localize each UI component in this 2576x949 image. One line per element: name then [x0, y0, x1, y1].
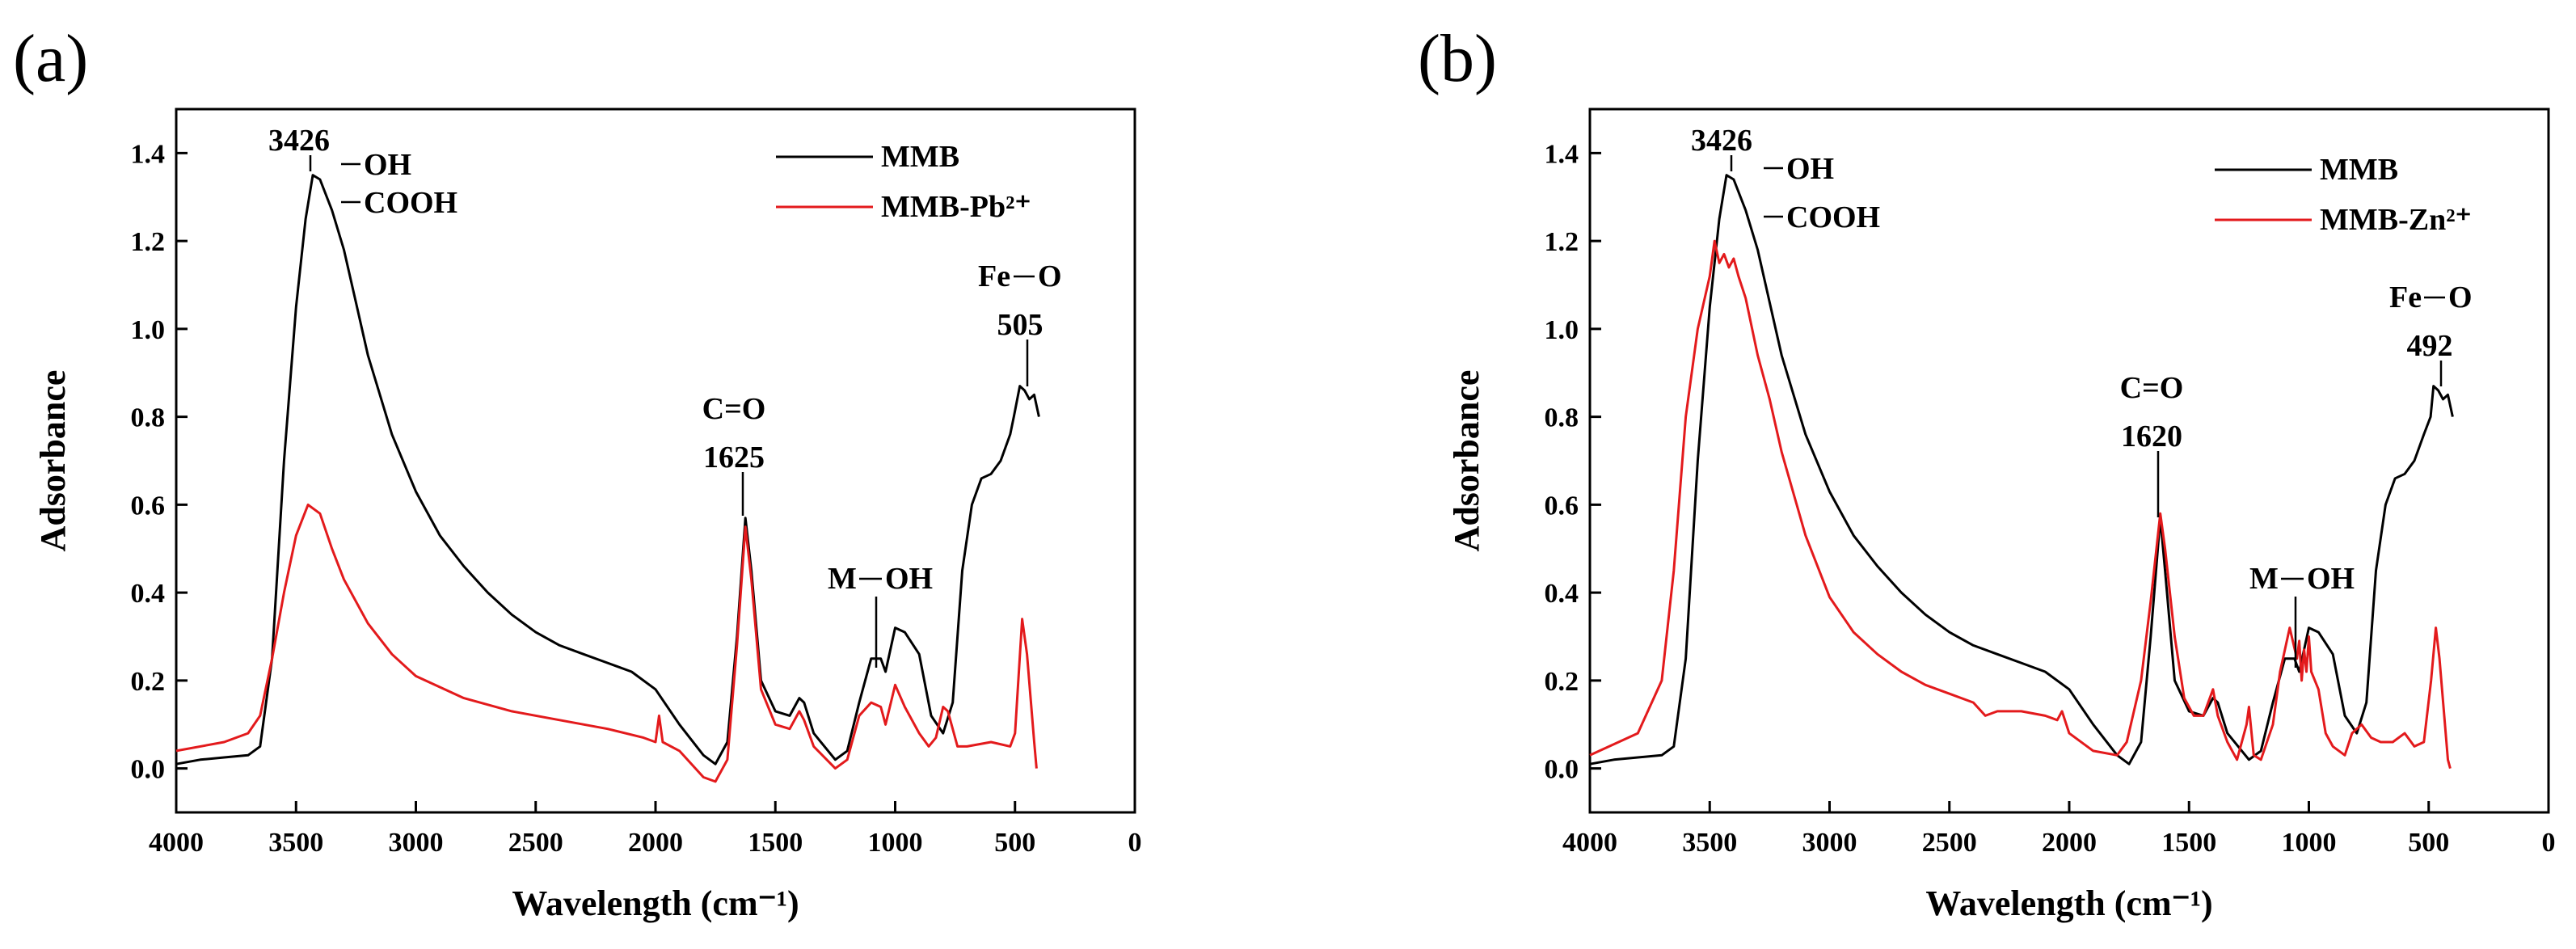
- panel-a-ann-m: M: [828, 562, 857, 596]
- panel-a-x-tick-label: 1500: [748, 828, 803, 858]
- panel-b-legend: MMB MMB-Zn²⁺: [2215, 153, 2472, 237]
- panel-a-ann-cooh: COOH: [364, 186, 457, 220]
- panel-a-annotations: 3426 OH COOH C=O 1625 M OH Fe O 505: [268, 124, 1062, 668]
- panel-a-series: [175, 174, 1040, 783]
- panel-a-series-line-mmb: [175, 174, 1040, 766]
- panel-a-y-tick-label: 0.6: [131, 491, 166, 521]
- panel-a-x-tick-label: 500: [994, 828, 1035, 858]
- panel-a-legend-label-pb: MMB-Pb²⁺: [881, 190, 1031, 224]
- panel-a: (a) 4000 3500 3000 2500 2000 1500 1000 500 0 0.0 0…: [13, 21, 1142, 923]
- panel-b-ann-m-oh: OH: [2307, 562, 2355, 596]
- panel-b-y-axis-title: Adsorbance: [1447, 370, 1486, 552]
- panel-a-ann-fe-o: O: [1038, 259, 1062, 293]
- panel-a-x-tick-label: 3500: [268, 828, 323, 858]
- panel-b-ann-1620: 1620: [2121, 420, 2182, 453]
- panel-b-series: [1589, 174, 2454, 769]
- panel-b-y-tick-label: 0.0: [1545, 755, 1579, 785]
- panel-a-legend-label-mmb: MMB: [881, 140, 959, 174]
- panel-b-x-tick-label: 2000: [2042, 828, 2097, 858]
- panel-a-ann-m-oh: OH: [885, 562, 933, 596]
- panel-a-ann-oh: OH: [364, 148, 411, 182]
- panel-a-ann-fe: Fe: [978, 259, 1010, 293]
- panel-b-y-tick-label: 0.4: [1545, 579, 1579, 609]
- panel-a-ann-3426: 3426: [268, 124, 330, 158]
- panel-a-y-tick-label: 0.8: [131, 403, 166, 433]
- panel-a-y-tick-label: 0.0: [131, 755, 166, 785]
- panel-b-y-tick-label: 1.4: [1545, 139, 1579, 169]
- panel-b-y-tick-label: 0.6: [1545, 491, 1579, 521]
- panel-b-annotations: 3426 OH COOH C=O 1620 M OH Fe O 492: [1691, 124, 2473, 668]
- panel-b-legend-label-zn: MMB-Zn²⁺: [2320, 203, 2472, 237]
- panel-a-ann-1625: 1625: [703, 441, 765, 474]
- panel-b-y-tick-label: 0.8: [1545, 403, 1579, 433]
- panel-a-x-tick-label: 0: [1128, 828, 1142, 858]
- panel-a-ticks: 4000 3500 3000 2500 2000 1500 1000 500 0 0.0 0.2 0.…: [131, 139, 1142, 858]
- panel-a-x-axis-title: Wavelength (cm⁻¹): [512, 884, 799, 923]
- panel-a-y-tick-label: 1.0: [131, 315, 166, 345]
- panel-b-x-axis-title: Wavelength (cm⁻¹): [1925, 884, 2212, 923]
- panel-a-legend: MMB MMB-Pb²⁺: [776, 140, 1031, 224]
- panel-b-x-tick-label: 1500: [2161, 828, 2216, 858]
- panel-b-x-tick-label: 1000: [2282, 828, 2337, 858]
- panel-a-x-tick-label: 2500: [508, 828, 563, 858]
- panel-b-ann-m: M: [2249, 562, 2279, 596]
- panel-a-label: (a): [13, 21, 88, 96]
- panel-a-x-tick-label: 3000: [389, 828, 444, 858]
- panel-a-ann-co: C=O: [702, 392, 766, 426]
- panel-b-ann-fe: Fe: [2389, 280, 2422, 314]
- panel-a-y-tick-label: 1.2: [131, 227, 166, 257]
- panel-b-label: (b): [1418, 21, 1497, 96]
- panel-b-x-tick-label: 500: [2408, 828, 2449, 858]
- panel-a-ann-505: 505: [997, 308, 1043, 342]
- panel-b-x-tick-label: 0: [2542, 828, 2556, 858]
- panel-b: (b) 4000 3500 3000 2500 2000 1500 1000 500 0 0.0 0…: [1418, 21, 2556, 923]
- panel-b-x-tick-label: 3000: [1802, 828, 1857, 858]
- panel-b-series-line-mmb: [1589, 174, 2454, 766]
- panel-b-y-tick-label: 1.0: [1545, 315, 1579, 345]
- panel-b-y-tick-label: 1.2: [1545, 227, 1579, 257]
- panel-a-y-tick-label: 0.4: [131, 579, 166, 609]
- panel-a-y-axis-title: Adsorbance: [33, 370, 73, 552]
- panel-a-y-tick-label: 1.4: [131, 139, 166, 169]
- panel-b-ann-3426: 3426: [1691, 124, 1752, 158]
- panel-b-ann-oh: OH: [1786, 152, 1834, 186]
- panel-a-series-line-complex: [175, 503, 1038, 783]
- panel-b-x-tick-label: 2500: [1922, 828, 1977, 858]
- panel-b-x-tick-label: 3500: [1682, 828, 1737, 858]
- panel-a-y-tick-label: 0.2: [131, 667, 166, 697]
- panel-b-ann-492: 492: [2407, 329, 2453, 363]
- panel-b-x-tick-label: 4000: [1562, 828, 1617, 858]
- panel-a-x-tick-label: 1000: [868, 828, 923, 858]
- panel-b-ticks: 4000 3500 3000 2500 2000 1500 1000 500 0 0.0 0.2 0.…: [1545, 139, 2556, 858]
- panel-b-ann-fe-o: O: [2448, 280, 2473, 314]
- panel-b-ann-co: C=O: [2120, 371, 2184, 405]
- panel-b-legend-label-mmb: MMB: [2320, 153, 2398, 187]
- panel-a-x-tick-label: 4000: [149, 828, 204, 858]
- panel-b-y-tick-label: 0.2: [1545, 667, 1579, 697]
- panel-a-x-tick-label: 2000: [628, 828, 683, 858]
- panel-b-ann-cooh: COOH: [1786, 200, 1880, 234]
- panel-b-series-line-complex: [1589, 239, 2452, 769]
